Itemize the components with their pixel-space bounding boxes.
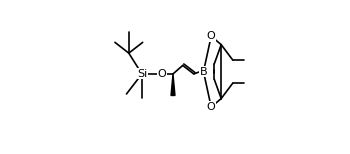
Text: O: O bbox=[207, 31, 216, 41]
Text: B: B bbox=[200, 67, 207, 77]
Text: Si: Si bbox=[137, 69, 147, 79]
Polygon shape bbox=[171, 74, 175, 95]
Text: O: O bbox=[158, 69, 166, 79]
Text: O: O bbox=[207, 102, 216, 112]
